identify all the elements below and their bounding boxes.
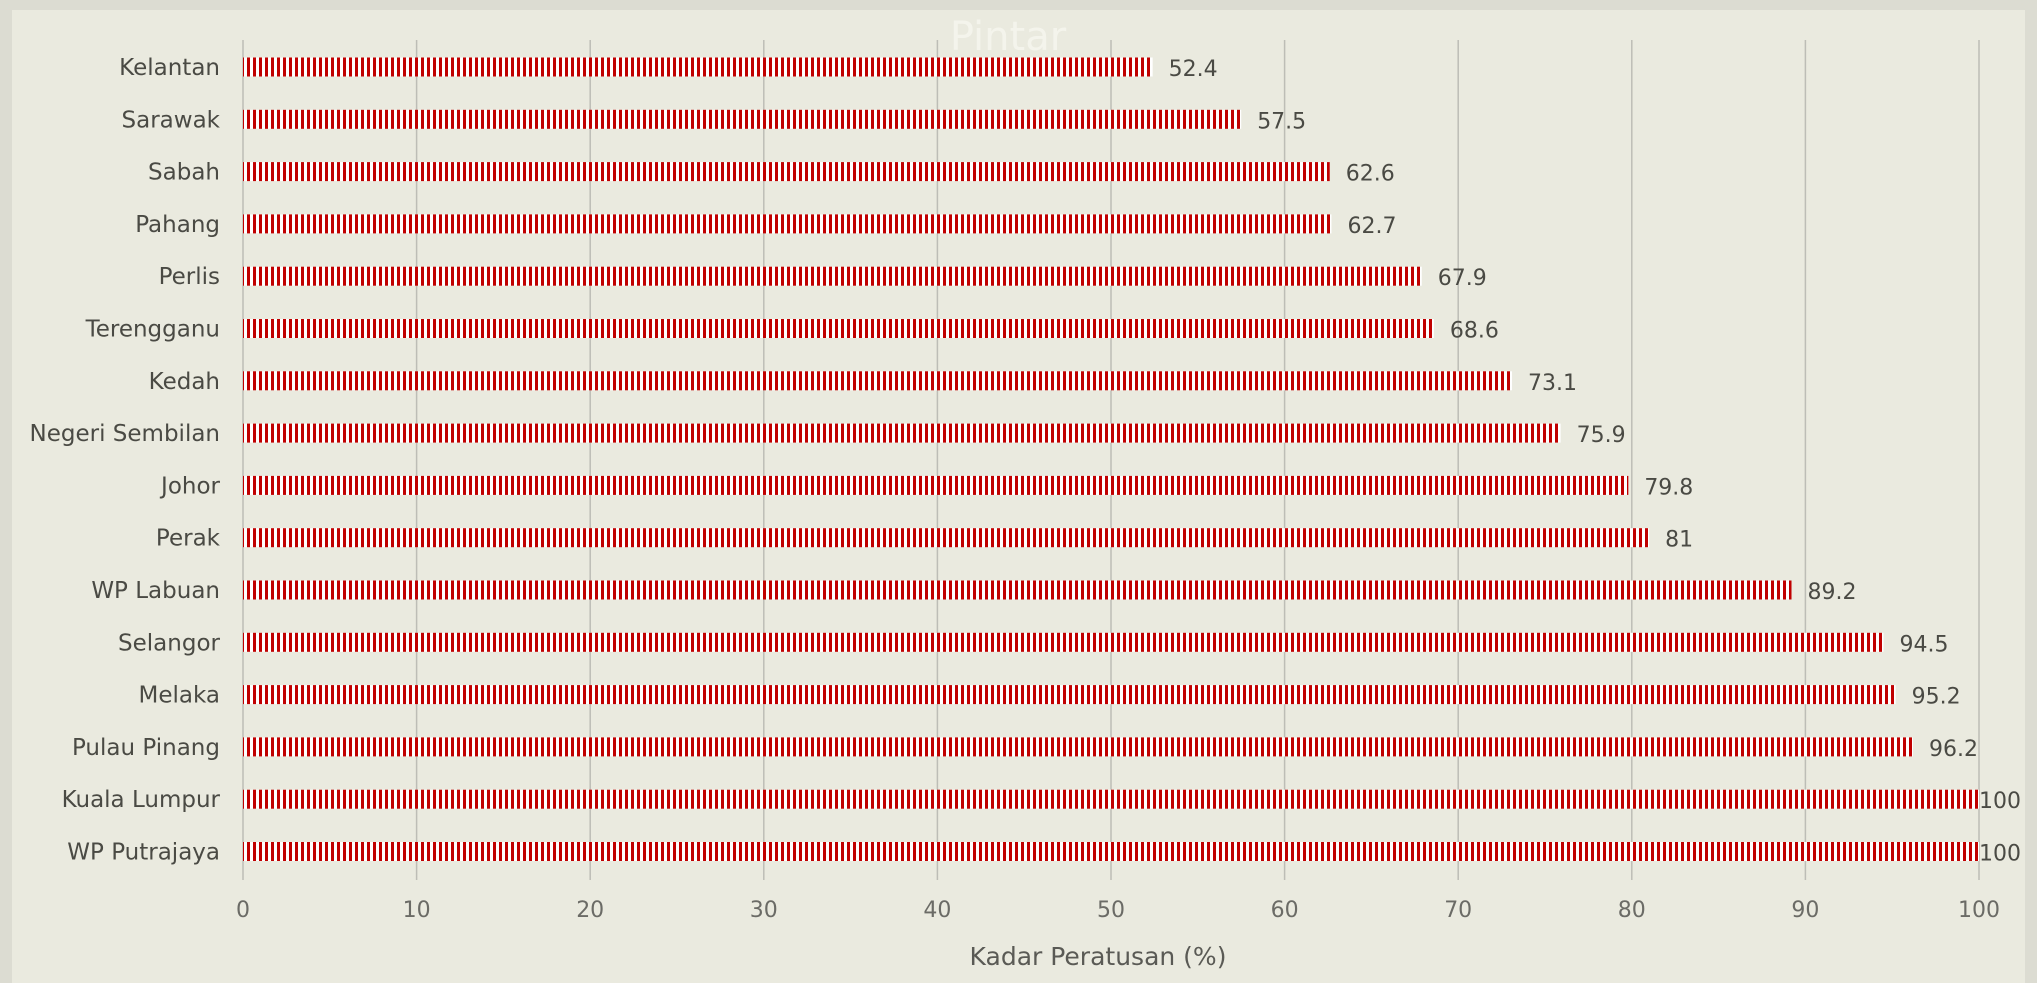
value-label: 95.2 xyxy=(1912,685,1961,710)
x-tick-label: 60 xyxy=(1271,898,1299,923)
x-tick-label: 90 xyxy=(1791,898,1819,923)
category-labels: Kelantan Sarawak Sabah Pahang Perlis Terengga… xyxy=(30,55,221,866)
x-tick-labels: 0 10 20 30 40 50 60 70 80 90 100 xyxy=(236,898,2000,923)
value-label: 96.2 xyxy=(1929,737,1978,762)
category-label: Terengganu xyxy=(85,317,220,343)
category-label: WP Labuan xyxy=(91,578,220,604)
x-tick-label: 80 xyxy=(1618,898,1646,923)
bar xyxy=(243,109,1242,129)
value-label: 67.9 xyxy=(1438,266,1487,291)
x-tick-label: 40 xyxy=(923,898,951,923)
value-label: 73.1 xyxy=(1528,371,1577,396)
category-label: Negeri Sembilan xyxy=(30,421,220,447)
bar xyxy=(243,842,1979,861)
category-label: Sabah xyxy=(148,160,220,186)
bar xyxy=(243,632,1884,652)
category-label: Selangor xyxy=(118,630,220,656)
category-label: WP Putrajaya xyxy=(67,840,220,866)
category-label: Kuala Lumpur xyxy=(62,787,221,813)
bar xyxy=(243,528,1650,548)
x-tick-label: 10 xyxy=(403,898,431,923)
value-label: 89.2 xyxy=(1808,580,1857,605)
bar xyxy=(243,685,1896,705)
bars xyxy=(243,57,1979,861)
value-label: 100 xyxy=(1979,842,2021,867)
value-label: 94.5 xyxy=(1900,632,1949,657)
bar xyxy=(243,580,1792,600)
value-label: 52.4 xyxy=(1169,57,1218,82)
bar xyxy=(243,789,1979,809)
bar xyxy=(243,737,1914,757)
bar xyxy=(243,57,1153,77)
x-tick-label: 0 xyxy=(236,898,250,923)
value-label: 100 xyxy=(1979,789,2021,814)
category-label: Perak xyxy=(156,526,221,552)
category-label: Perlis xyxy=(159,264,220,290)
value-label: 81 xyxy=(1665,528,1693,553)
x-tick-label: 20 xyxy=(576,898,604,923)
value-label: 68.6 xyxy=(1450,319,1499,344)
category-label: Kedah xyxy=(149,369,220,395)
category-label: Sarawak xyxy=(122,107,221,133)
category-label: Kelantan xyxy=(119,55,220,81)
bar xyxy=(243,475,1629,495)
bar xyxy=(243,319,1434,338)
category-label: Melaka xyxy=(139,683,221,709)
value-label: 62.7 xyxy=(1347,214,1396,239)
value-label: 57.5 xyxy=(1257,109,1306,134)
category-label: Johor xyxy=(159,473,221,499)
value-label: 75.9 xyxy=(1577,423,1626,448)
category-label: Pahang xyxy=(135,212,220,238)
category-label: Pulau Pinang xyxy=(72,735,220,761)
x-tick-label: 70 xyxy=(1444,898,1472,923)
bar xyxy=(243,266,1422,286)
x-tick-label: 100 xyxy=(1958,898,2000,923)
value-labels: 52.4 57.5 62.6 62.7 67.9 68.6 73.1 75.9 79.8 81 89… xyxy=(1169,57,2021,867)
bar xyxy=(243,423,1561,443)
x-tick-label: 50 xyxy=(1097,898,1125,923)
value-label: 79.8 xyxy=(1644,475,1693,500)
x-tick-label: 30 xyxy=(750,898,778,923)
bar xyxy=(243,162,1330,182)
x-axis-title: Kadar Peratusan (%) xyxy=(970,942,1227,971)
bar xyxy=(243,214,1332,234)
background-text: Pintar xyxy=(950,14,1067,60)
bar xyxy=(243,371,1513,391)
value-label: 62.6 xyxy=(1346,162,1395,187)
